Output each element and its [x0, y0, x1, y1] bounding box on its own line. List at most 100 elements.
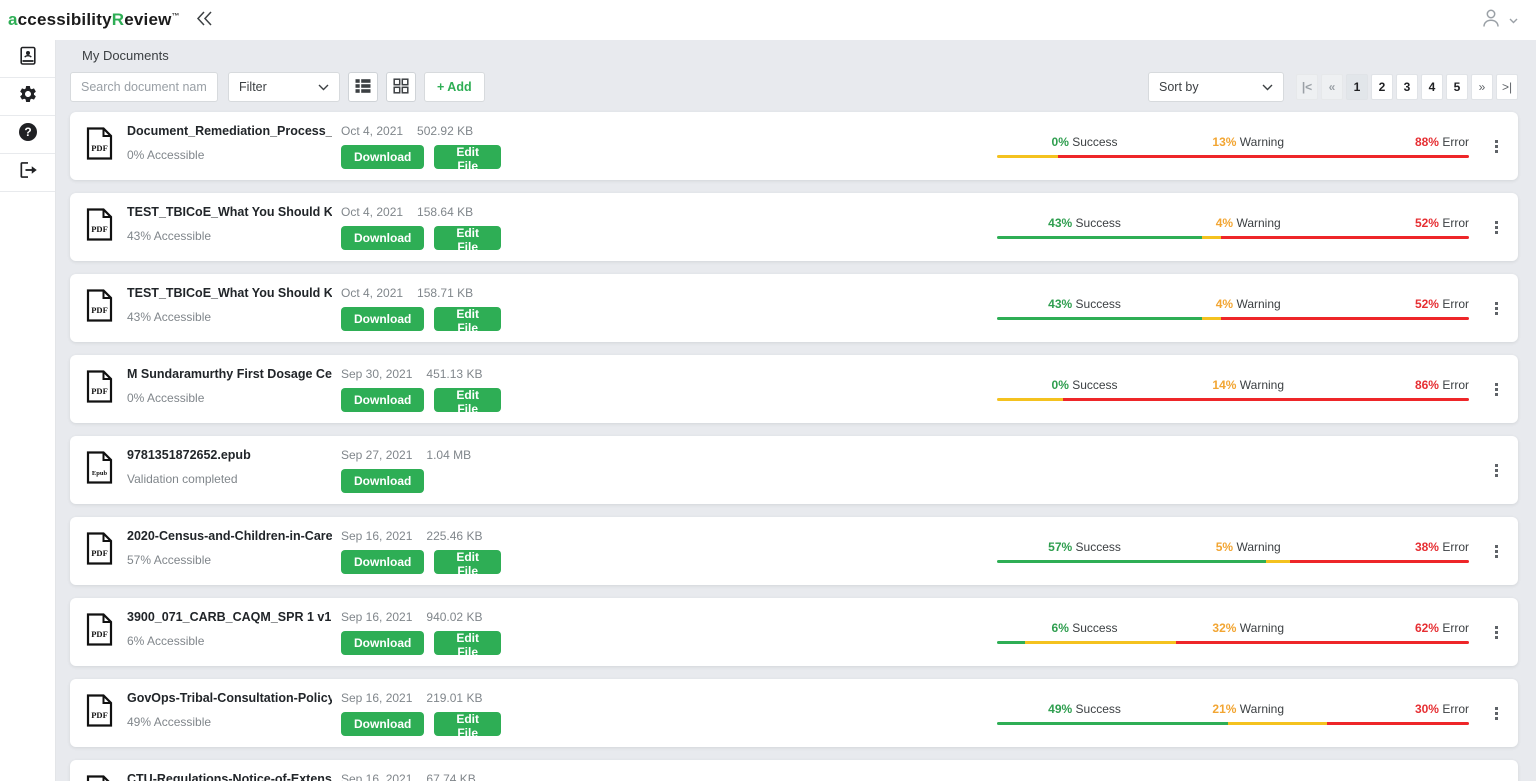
download-button[interactable]: Download — [341, 226, 425, 250]
download-button[interactable]: Download — [341, 712, 425, 736]
kebab-menu-button[interactable] — [1491, 217, 1502, 238]
file-type-icon: PDF — [86, 694, 113, 732]
flex-spacer — [501, 517, 997, 585]
error-stat: 62% Error — [1414, 620, 1469, 635]
success-label: Success — [1075, 539, 1121, 554]
document-card: PDF 3900_071_CARB_CAQM_SPR 1 v1.pdf 6% A… — [70, 598, 1518, 666]
warning-stat: 32% Warning — [1212, 620, 1285, 635]
document-list: PDF Document_Remediation_Process_Short..… — [70, 112, 1518, 781]
bar-success-segment — [997, 235, 1202, 239]
success-label: Success — [1072, 620, 1118, 635]
error-stat: 38% Error — [1414, 539, 1469, 554]
file-type-icon: Epub — [86, 451, 113, 489]
document-card: PDF GovOps-Tribal-Consultation-Policy-AD… — [70, 679, 1518, 747]
pagination-first-button[interactable]: |< — [1296, 74, 1318, 100]
document-status: 6% Accessible — [127, 634, 205, 648]
warning-stat: 5% Warning — [1215, 539, 1281, 554]
document-meta: Sep 16, 2021 67.74 KB Download Edit File — [341, 760, 501, 781]
document-name: 2020-Census-and-Children-in-Care-NIC... — [127, 529, 332, 543]
sidebar-item-logout[interactable] — [0, 154, 55, 192]
svg-text:Epub: Epub — [92, 470, 108, 477]
toolbar: Filter + Add Sort by — [70, 72, 1518, 102]
error-label: Error — [1442, 296, 1469, 311]
flex-spacer — [501, 274, 997, 342]
sort-dropdown[interactable]: Sort by — [1148, 72, 1284, 102]
sidebar-item-settings[interactable] — [0, 78, 55, 116]
warning-stat: 4% Warning — [1215, 215, 1281, 230]
download-button[interactable]: Download — [341, 469, 425, 493]
sidebar-collapse-button[interactable] — [196, 11, 213, 29]
flex-spacer — [501, 598, 997, 666]
document-status: Validation completed — [127, 472, 238, 486]
bar-warning-segment — [1228, 721, 1328, 725]
kebab-menu-button[interactable] — [1491, 298, 1502, 319]
pagination-page-2[interactable]: 2 — [1371, 74, 1393, 100]
document-actions: Download Edit File — [341, 145, 501, 173]
edit-file-button[interactable]: Edit File — [434, 145, 501, 173]
accessibility-stats: 43% Success 4% Warning 52% Error — [997, 216, 1469, 239]
pagination-last-button[interactable]: >| — [1496, 74, 1518, 100]
pagination: |< « 1 2 3 4 5 » >| — [1296, 74, 1518, 100]
kebab-menu-button[interactable] — [1491, 541, 1502, 562]
kebab-menu-button[interactable] — [1491, 136, 1502, 157]
kebab-menu-button[interactable] — [1491, 379, 1502, 400]
kebab-menu-button[interactable] — [1491, 622, 1502, 643]
add-document-button[interactable]: + Add — [424, 72, 485, 102]
download-button[interactable]: Download — [341, 307, 425, 331]
bar-error-segment — [1327, 721, 1469, 725]
document-name: M Sundaramurthy First Dosage Certificat.… — [127, 367, 332, 381]
error-stat: 30% Error — [1414, 701, 1469, 716]
download-button[interactable]: Download — [341, 145, 425, 169]
edit-file-button[interactable]: Edit File — [434, 631, 501, 659]
pagination-page-1[interactable]: 1 — [1346, 74, 1368, 100]
bar-success-segment — [997, 559, 1267, 563]
flex-spacer — [501, 436, 997, 504]
file-type-icon: PDF — [86, 370, 113, 408]
bar-error-segment — [1063, 397, 1469, 401]
edit-file-button[interactable]: Edit File — [434, 226, 501, 254]
grid-view-button[interactable] — [386, 72, 416, 102]
pagination-page-5[interactable]: 5 — [1446, 74, 1468, 100]
list-view-button[interactable] — [348, 72, 378, 102]
edit-file-button[interactable]: Edit File — [434, 712, 501, 740]
warning-label: Warning — [1236, 215, 1281, 230]
help-icon: ? — [18, 122, 38, 147]
chevron-down-icon — [1509, 11, 1518, 29]
download-button[interactable]: Download — [341, 631, 425, 655]
sidebar-item-documents[interactable] — [0, 40, 55, 78]
sidebar-item-help[interactable]: ? — [0, 116, 55, 154]
document-name: GovOps-Tribal-Consultation-Policy-ADA...… — [127, 691, 332, 705]
document-card: PDF M Sundaramurthy First Dosage Certifi… — [70, 355, 1518, 423]
document-size: 940.02 KB — [426, 610, 483, 624]
document-date: Sep 27, 2021 — [341, 448, 413, 462]
search-input[interactable] — [70, 72, 218, 102]
edit-file-button[interactable]: Edit File — [434, 388, 501, 416]
bar-warning-segment — [997, 397, 1064, 401]
document-date: Sep 30, 2021 — [341, 367, 413, 381]
accessibility-stats: 43% Success 4% Warning 52% Error — [997, 297, 1469, 320]
sort-label: Sort by — [1159, 80, 1199, 94]
user-menu[interactable] — [1479, 6, 1518, 35]
pagination-prev-button[interactable]: « — [1321, 74, 1343, 100]
kebab-menu-button[interactable] — [1491, 460, 1502, 481]
svg-text:PDF: PDF — [91, 386, 108, 396]
success-label: Success — [1072, 377, 1118, 392]
download-button[interactable]: Download — [341, 388, 425, 412]
filter-dropdown[interactable]: Filter — [228, 72, 340, 102]
document-actions: Download — [341, 469, 501, 493]
flex-spacer — [501, 679, 997, 747]
document-info: 2020-Census-and-Children-in-Care-NIC... … — [127, 517, 341, 585]
accessibility-stats: 0% Success 14% Warning 86% Error — [997, 378, 1469, 401]
svg-text:PDF: PDF — [91, 224, 108, 234]
pagination-next-button[interactable]: » — [1471, 74, 1493, 100]
logout-icon — [18, 160, 38, 185]
edit-file-button[interactable]: Edit File — [434, 550, 501, 578]
document-size: 158.71 KB — [417, 286, 474, 300]
download-button[interactable]: Download — [341, 550, 425, 574]
edit-file-button[interactable]: Edit File — [434, 307, 501, 335]
settings-gear-icon — [18, 84, 38, 109]
pagination-page-3[interactable]: 3 — [1396, 74, 1418, 100]
document-size: 451.13 KB — [426, 367, 483, 381]
kebab-menu-button[interactable] — [1491, 703, 1502, 724]
pagination-page-4[interactable]: 4 — [1421, 74, 1443, 100]
